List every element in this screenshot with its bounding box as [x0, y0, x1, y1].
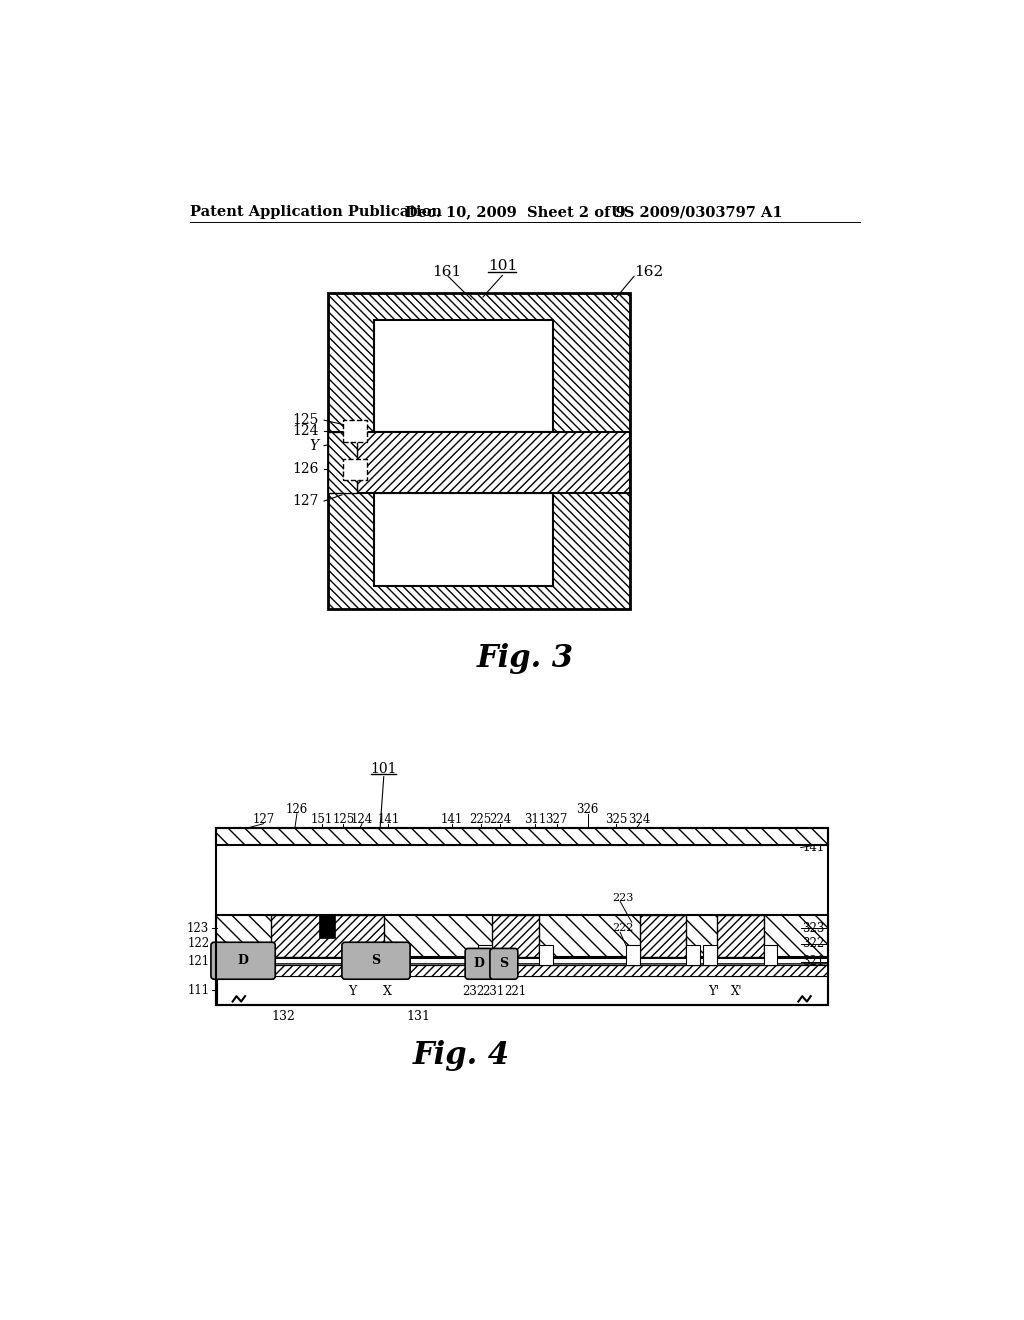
Bar [640, 915, 686, 957]
Bar [216, 965, 827, 977]
Bar [478, 945, 493, 965]
Text: Patent Application Publication: Patent Application Publication [190, 206, 442, 219]
Text: 151: 151 [310, 813, 333, 825]
Text: Y: Y [348, 985, 357, 998]
Text: S: S [500, 957, 509, 970]
Bar [717, 915, 764, 957]
Bar [343, 459, 367, 480]
Text: 324: 324 [629, 813, 650, 825]
Bar [216, 977, 827, 1006]
Bar [271, 915, 384, 957]
Bar [319, 915, 335, 937]
Bar [703, 945, 717, 965]
Bar [328, 432, 356, 494]
Bar [216, 829, 827, 845]
Text: X: X [383, 985, 392, 998]
Bar [216, 915, 827, 957]
Text: D: D [468, 972, 477, 982]
FancyBboxPatch shape [211, 942, 275, 979]
Text: 124: 124 [351, 813, 373, 825]
Bar [257, 945, 271, 965]
Bar [539, 945, 553, 965]
Bar [375, 494, 553, 586]
Text: 161: 161 [432, 264, 462, 279]
Text: 141: 141 [440, 813, 463, 825]
Bar [356, 432, 630, 494]
Text: 322: 322 [802, 937, 824, 950]
Text: 101: 101 [487, 259, 517, 273]
Bar [375, 321, 553, 432]
Text: Y': Y' [709, 985, 720, 998]
Text: 223: 223 [612, 892, 634, 903]
FancyBboxPatch shape [489, 949, 518, 979]
FancyBboxPatch shape [465, 949, 493, 979]
Text: 141: 141 [802, 841, 824, 854]
Text: 221: 221 [505, 985, 526, 998]
Text: 132: 132 [271, 1010, 295, 1023]
Text: 124: 124 [292, 424, 318, 438]
Text: 126: 126 [292, 462, 318, 477]
Text: X': X' [731, 985, 742, 998]
FancyBboxPatch shape [342, 942, 410, 979]
Text: 321: 321 [802, 954, 824, 968]
Bar [216, 829, 827, 1006]
Text: Fig. 4: Fig. 4 [413, 1040, 510, 1071]
Text: D: D [474, 957, 484, 970]
Text: 125: 125 [333, 813, 354, 825]
Text: 231: 231 [482, 985, 505, 998]
Bar [271, 915, 384, 957]
Text: 125: 125 [292, 413, 318, 428]
Text: US 2009/0303797 A1: US 2009/0303797 A1 [611, 206, 782, 219]
Text: S: S [372, 954, 381, 968]
Text: 123: 123 [187, 921, 209, 935]
Text: 127: 127 [292, 494, 318, 508]
Text: S: S [498, 972, 506, 982]
Text: 326: 326 [577, 803, 599, 816]
Text: 121: 121 [187, 954, 209, 968]
Bar [686, 945, 700, 965]
Text: 225: 225 [469, 813, 492, 825]
Text: 222: 222 [612, 924, 634, 933]
Text: 111: 111 [187, 983, 209, 997]
Bar [328, 293, 630, 609]
Text: 122: 122 [187, 937, 209, 950]
Text: 141: 141 [377, 813, 399, 825]
Text: 127: 127 [253, 813, 274, 825]
Bar [717, 915, 764, 957]
Bar [764, 945, 777, 965]
Bar [216, 957, 827, 965]
Text: 224: 224 [488, 813, 511, 825]
Bar [384, 945, 397, 965]
Text: D: D [238, 954, 248, 968]
Text: Dec. 10, 2009  Sheet 2 of 9: Dec. 10, 2009 Sheet 2 of 9 [406, 206, 626, 219]
Text: 327: 327 [546, 813, 567, 825]
Text: Y: Y [309, 438, 318, 453]
Text: 323: 323 [802, 921, 824, 935]
Text: 325: 325 [605, 813, 628, 825]
Bar [343, 420, 367, 442]
Text: 232: 232 [462, 985, 484, 998]
Text: 101: 101 [371, 762, 397, 776]
Bar [640, 915, 686, 957]
Bar [493, 915, 539, 957]
Text: 162: 162 [634, 264, 664, 279]
Text: 126: 126 [286, 803, 308, 816]
Bar [493, 915, 539, 957]
Bar [626, 945, 640, 965]
Text: 311: 311 [523, 813, 546, 825]
Text: 131: 131 [407, 1010, 431, 1023]
Text: Fig. 3: Fig. 3 [476, 643, 573, 675]
